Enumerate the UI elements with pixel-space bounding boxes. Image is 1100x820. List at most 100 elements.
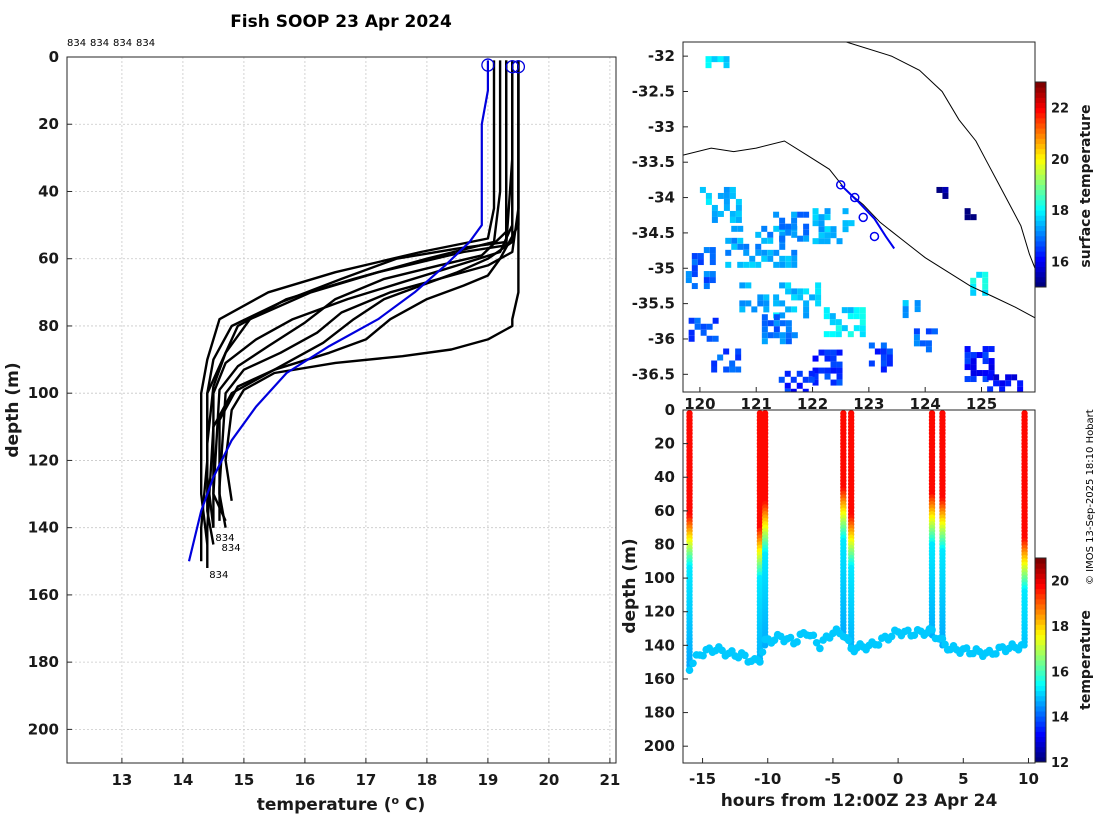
sst-cell (797, 294, 804, 301)
colorbar-segment (1035, 240, 1046, 247)
sst-cell (812, 214, 819, 221)
bottom-sample (685, 666, 694, 674)
colorbar-segment (1035, 184, 1046, 191)
colorbar-segment (1035, 97, 1046, 103)
colorbar-tick-label: 12 (1051, 756, 1069, 771)
bottom-sample (816, 644, 824, 653)
sst-cell (739, 306, 746, 313)
sst-cell (791, 288, 798, 295)
sst-cell (914, 306, 921, 313)
sst-cell (942, 186, 949, 193)
sst-cell (835, 331, 842, 338)
bottom-sample (928, 626, 936, 634)
sst-cell (964, 352, 971, 359)
sst-cell (987, 374, 994, 381)
sst-cell (987, 386, 994, 392)
sst-cell (880, 366, 887, 373)
lon-tick-label: 124 (910, 395, 941, 413)
sst-cell (812, 367, 819, 374)
coastline-line (846, 42, 1035, 269)
sst-cell (1017, 386, 1024, 392)
lat-tick-label: -35.5 (632, 295, 675, 313)
sst-cell (803, 312, 810, 319)
sst-cell (791, 294, 798, 301)
bottom-sample (904, 626, 912, 635)
ship-track-marker (869, 231, 880, 242)
sst-cell (818, 238, 825, 245)
sst-cell (976, 370, 983, 377)
y-tick-label: 140 (28, 519, 59, 537)
colorbar-segment (1035, 220, 1046, 226)
sst-cell (809, 294, 816, 301)
x-tick-label: 14 (172, 771, 193, 789)
x-tick-label: -5 (825, 770, 842, 788)
section-colorbar-label: temperature (1078, 610, 1094, 710)
bottom-sample (786, 633, 795, 642)
sst-cell (723, 62, 730, 69)
colorbar-segment (1035, 169, 1046, 175)
colorbar-segment (1035, 246, 1046, 252)
profile-frame (66, 56, 617, 764)
sst-cell (842, 208, 849, 215)
sst-cell (785, 223, 792, 230)
sst-cell (779, 338, 786, 345)
surface-temperature-colorbar: 16 18 20 22 (1034, 81, 1069, 288)
sst-cell (993, 380, 1000, 387)
sst-cell (712, 317, 719, 324)
colorbar-segment (1035, 123, 1046, 129)
sst-cell (723, 204, 730, 211)
sst-cell (988, 370, 995, 377)
x-tick-label: -15 (689, 770, 716, 788)
sst-cell (711, 56, 718, 63)
sst-cell (964, 214, 971, 221)
sst-cell (767, 237, 774, 244)
sst-cell (848, 220, 855, 227)
bottom-sample (874, 641, 883, 649)
sst-cell (791, 231, 798, 238)
sst-cell (691, 271, 698, 278)
sst-cell (767, 249, 774, 256)
colorbar-segment (1035, 92, 1046, 98)
profile-y-axis-label: depth (m) (3, 362, 23, 457)
sst-cell (767, 255, 774, 262)
sst-cell (993, 374, 1000, 381)
sst-cell (703, 247, 710, 254)
sst-cell (859, 331, 866, 338)
sst-cell (982, 283, 989, 290)
sst-cell (706, 323, 713, 330)
cast-sample (761, 642, 769, 649)
sst-cell (712, 335, 719, 342)
colorbar-segment (1035, 82, 1046, 88)
sst-cell (773, 225, 780, 232)
coastline (683, 42, 1035, 319)
sst-cell (691, 259, 698, 266)
colorbar-segment (1035, 128, 1046, 134)
sst-cell (785, 229, 792, 236)
colorbar-segment (1035, 685, 1046, 692)
top-cast-label: 834 (90, 38, 109, 49)
sst-cell (729, 366, 736, 373)
sst-cell (791, 217, 798, 224)
colorbar-segment (1035, 588, 1046, 595)
colorbar-segment (1035, 563, 1046, 569)
temperature-colorbar: 12 14 16 18 20 (1034, 557, 1069, 771)
sst-cell (830, 367, 837, 374)
x-tick-label: 20 (538, 771, 559, 789)
sst-cell (829, 313, 836, 320)
colorbar-segment (1035, 210, 1046, 216)
sst-cell (757, 300, 764, 307)
sst-cell (737, 237, 744, 244)
sst-cell (970, 358, 977, 365)
profile-7-line (218, 60, 520, 521)
colorbar-segment (1035, 578, 1046, 584)
sst-cell (703, 277, 710, 284)
sst-cell (824, 367, 831, 374)
sst-cell (729, 216, 736, 223)
bottom-sample (699, 651, 707, 660)
section-plot-area (683, 410, 1035, 763)
sst-cell (784, 382, 791, 389)
sst-cell (755, 261, 762, 268)
sst-cell (797, 288, 804, 295)
sst-cell (739, 300, 746, 307)
